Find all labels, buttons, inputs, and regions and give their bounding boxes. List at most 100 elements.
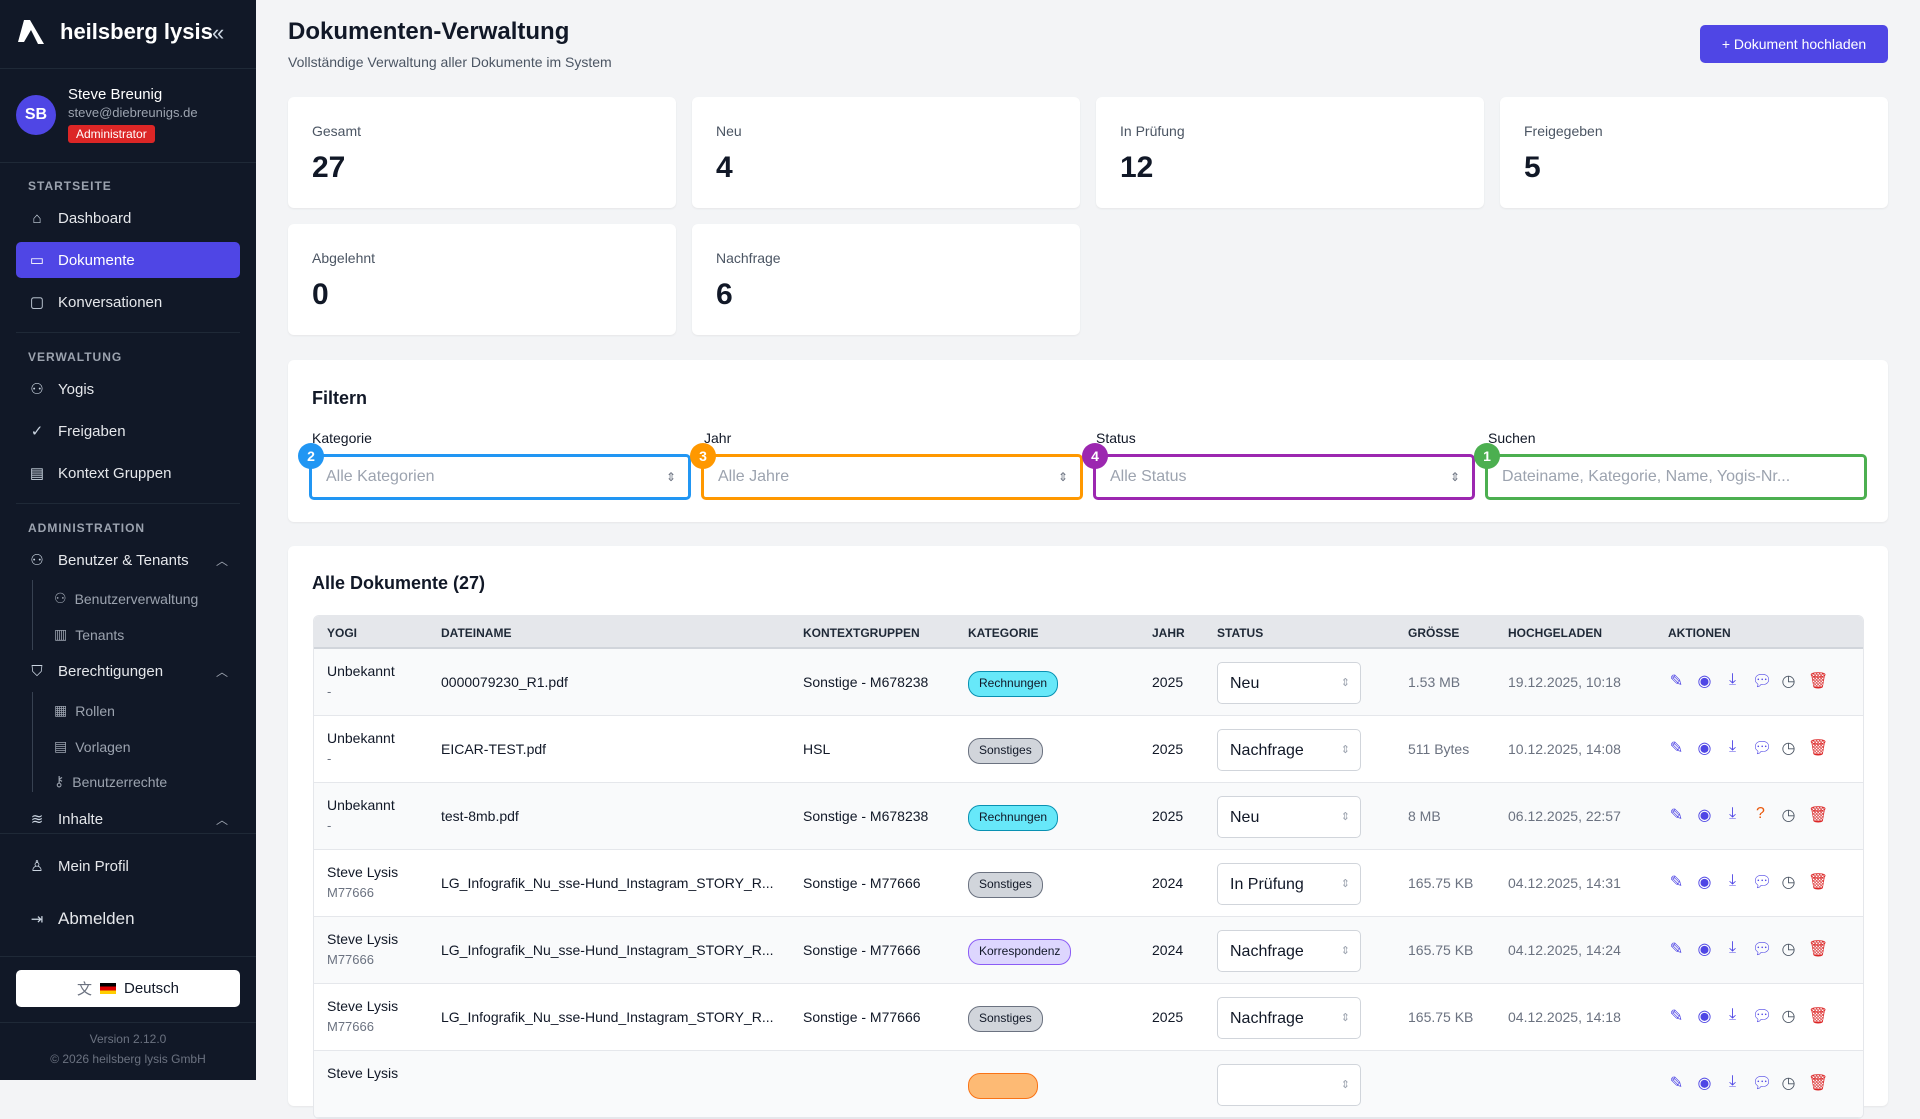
select-arrows-icon: ⇕	[1057, 470, 1068, 484]
history-icon[interactable]: ◷	[1781, 1008, 1796, 1025]
edit-icon[interactable]: ✎	[1669, 673, 1684, 690]
upload-date: 10.12.2025, 14:08	[1508, 741, 1621, 757]
download-icon[interactable]: ⤓	[1728, 805, 1737, 822]
file-size: 165.75 KB	[1408, 1009, 1474, 1025]
status-select[interactable]: ⇕	[1217, 1064, 1361, 1106]
comment-icon[interactable]: 💬︎	[1752, 740, 1773, 757]
upload-document-button[interactable]: + Dokument hochladen	[1700, 25, 1888, 63]
history-icon[interactable]: ◷	[1781, 1075, 1796, 1092]
yogi-name: Unbekannt	[327, 797, 395, 813]
view-icon[interactable]: ◉	[1697, 1008, 1712, 1025]
download-icon[interactable]: ⤓	[1728, 1006, 1737, 1023]
comment-icon[interactable]: 💬︎	[1752, 673, 1773, 690]
sidebar-item-rollen[interactable]: ▦ Rollen	[54, 702, 115, 719]
sidebar-item-kontext-gruppen[interactable]: ▤ Kontext Gruppen	[16, 455, 240, 491]
view-icon[interactable]: ◉	[1697, 874, 1712, 891]
archive-icon: ▤	[29, 465, 45, 482]
sidebar-item-benutzerrechte[interactable]: ⚷ Benutzerrechte	[54, 773, 167, 790]
sidebar-item-inhalte[interactable]: ≋ Inhalte ︿	[16, 801, 240, 837]
stat-label: Abgelehnt	[312, 250, 376, 266]
edit-icon[interactable]: ✎	[1669, 1008, 1684, 1025]
context-group: Sonstige - M77666	[803, 1009, 921, 1025]
upload-date: 04.12.2025, 14:24	[1508, 942, 1621, 958]
download-icon[interactable]: ⤓	[1728, 939, 1737, 956]
comment-icon[interactable]: 💬︎	[1752, 1008, 1773, 1025]
sidebar-item-tenants[interactable]: ▥ Tenants	[54, 626, 124, 643]
download-icon[interactable]: ⤓	[1728, 671, 1737, 688]
edit-icon[interactable]: ✎	[1669, 740, 1684, 757]
file-name[interactable]: LG_Infografik_Nu_sse-Hund_Instagram_STOR…	[441, 875, 774, 891]
column-header: HOCHGELADEN	[1508, 626, 1603, 640]
status-select[interactable]: Neu ⇕	[1217, 796, 1361, 838]
sidebar-item-yogis[interactable]: ⚇ Yogis	[16, 371, 240, 407]
search-input[interactable]: Dateiname, Kategorie, Name, Yogis-Nr... 1	[1474, 443, 1867, 500]
annotation-marker: 3	[690, 443, 716, 469]
file-name[interactable]: 0000079230_R1.pdf	[441, 674, 568, 690]
file-size: 165.75 KB	[1408, 875, 1474, 891]
download-icon[interactable]: ⤓	[1728, 738, 1737, 755]
delete-icon[interactable]: 🗑︎	[1808, 874, 1829, 891]
delete-icon[interactable]: 🗑︎	[1808, 673, 1829, 690]
actions: ✎ ◉ ⤓ 💬︎ ◷ 🗑︎	[1668, 1073, 1829, 1093]
sidebar-item-benutzerverwaltung[interactable]: ⚇ Benutzerverwaltung	[54, 590, 198, 607]
file-name[interactable]: LG_Infografik_Nu_sse-Hund_Instagram_STOR…	[441, 1009, 774, 1025]
history-icon[interactable]: ◷	[1781, 941, 1796, 958]
file-name[interactable]: LG_Infografik_Nu_sse-Hund_Instagram_STOR…	[441, 942, 774, 958]
stat-label: Freigegeben	[1524, 123, 1603, 139]
yogi-id: -	[327, 751, 332, 766]
download-icon[interactable]: ⤓	[1728, 1073, 1737, 1090]
language-selector[interactable]: 文 Deutsch	[16, 970, 240, 1007]
status-select[interactable]: Nachfrage ⇕	[1217, 997, 1361, 1039]
history-icon[interactable]: ◷	[1781, 874, 1796, 891]
history-icon[interactable]: ◷	[1781, 740, 1796, 757]
delete-icon[interactable]: 🗑︎	[1808, 807, 1829, 824]
category-select[interactable]: Alle Kategorien ⇕ 2	[298, 443, 691, 500]
question-icon[interactable]: ?	[1756, 805, 1765, 822]
sidebar-item-berechtigungen[interactable]: ⛉ Berechtigungen ︿	[16, 653, 240, 689]
status-select[interactable]: Alle Status ⇕ 4	[1082, 443, 1475, 500]
stat-card: Gesamt 27	[288, 97, 676, 208]
edit-icon[interactable]: ✎	[1669, 941, 1684, 958]
history-icon[interactable]: ◷	[1781, 807, 1796, 824]
sidebar-item-konversationen[interactable]: ▢ Konversationen	[16, 284, 240, 320]
edit-icon[interactable]: ✎	[1669, 1075, 1684, 1092]
comment-icon[interactable]: 💬︎	[1752, 941, 1773, 958]
comment-icon[interactable]: 💬︎	[1752, 874, 1773, 891]
delete-icon[interactable]: 🗑︎	[1808, 740, 1829, 757]
brand-logo[interactable]: heilsberg lysis	[16, 18, 213, 46]
collapse-sidebar-icon[interactable]: «	[212, 20, 225, 45]
edit-icon[interactable]: ✎	[1669, 874, 1684, 891]
sidebar-item-vorlagen[interactable]: ▤ Vorlagen	[54, 738, 131, 755]
view-icon[interactable]: ◉	[1697, 673, 1712, 690]
year: 2025	[1152, 1009, 1184, 1025]
sidebar-item-dokumente[interactable]: ▭ Dokumente	[16, 242, 240, 278]
status-select[interactable]: Nachfrage ⇕	[1217, 930, 1361, 972]
sidebar-item-mein-profil[interactable]: ♙ Mein Profil	[16, 848, 240, 884]
view-icon[interactable]: ◉	[1697, 941, 1712, 958]
brand-name: heilsberg lysis	[60, 19, 213, 44]
status-select[interactable]: Nachfrage ⇕	[1217, 729, 1361, 771]
download-icon[interactable]: ⤓	[1728, 872, 1737, 889]
edit-icon[interactable]: ✎	[1669, 807, 1684, 824]
delete-icon[interactable]: 🗑︎	[1808, 941, 1829, 958]
sidebar-item-dashboard[interactable]: ⌂ Dashboard	[16, 200, 240, 236]
comment-icon[interactable]: 💬︎	[1752, 1075, 1773, 1092]
delete-icon[interactable]: 🗑︎	[1808, 1075, 1829, 1092]
sidebar-item-benutzer-tenants[interactable]: ⚇ Benutzer & Tenants ︿	[16, 542, 240, 578]
logout-button[interactable]: ⇥ Abmelden	[16, 901, 240, 937]
view-icon[interactable]: ◉	[1697, 1075, 1712, 1092]
history-icon[interactable]: ◷	[1781, 673, 1796, 690]
file-size: 1.53 MB	[1408, 674, 1461, 690]
status-select[interactable]: In Prüfung ⇕	[1217, 863, 1361, 905]
version: Version 2.12.0	[89, 1032, 167, 1046]
status-select[interactable]: Neu ⇕	[1217, 662, 1361, 704]
year-select[interactable]: Alle Jahre ⇕ 3	[690, 443, 1083, 500]
view-icon[interactable]: ◉	[1697, 740, 1712, 757]
upload-date: 19.12.2025, 10:18	[1508, 674, 1621, 690]
delete-icon[interactable]: 🗑︎	[1808, 1008, 1829, 1025]
view-icon[interactable]: ◉	[1697, 807, 1712, 824]
sidebar-item-freigaben[interactable]: ✓ Freigaben	[16, 413, 240, 449]
file-name[interactable]: EICAR-TEST.pdf	[441, 741, 547, 757]
file-name[interactable]: test-8mb.pdf	[441, 808, 519, 824]
year: 2024	[1152, 942, 1184, 958]
